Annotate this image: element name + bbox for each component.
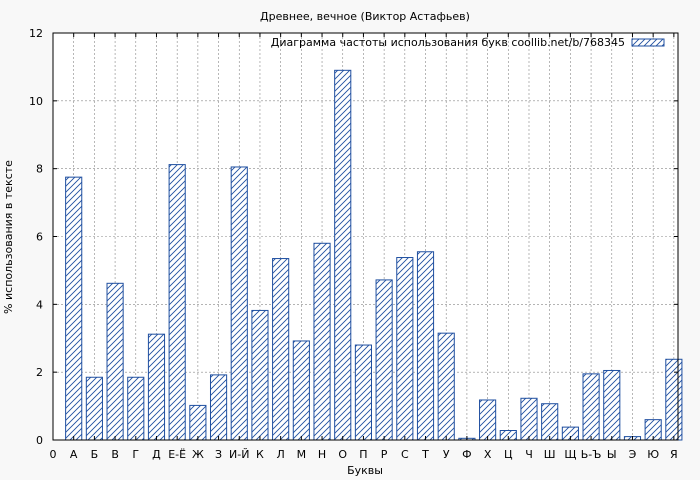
x-tick-label: К: [256, 448, 264, 461]
x-tick-label: Х: [484, 448, 492, 461]
x-tick-label: Я: [670, 448, 678, 461]
x-tick-label: Ф: [462, 448, 471, 461]
x-axis-ticks: 0 А Б В Г Д Е-Ё Ж З И-Й К Л М Н О П Р С Т У Ф Х Ц Ч Ш Щ Ь-Ъ Ы Э Ю Я: [50, 33, 678, 461]
y-tick-label: 4: [36, 298, 43, 311]
bar-Г: [127, 376, 145, 441]
x-tick-label: Щ: [564, 448, 576, 461]
x-tick-label: С: [401, 448, 409, 461]
x-tick-label: Ь-Ъ: [581, 448, 602, 461]
x-tick-label: М: [297, 448, 307, 461]
bar-Ы: [603, 369, 621, 441]
bar-Ш: [541, 403, 559, 441]
bar-К: [251, 309, 269, 441]
x-tick-label: Г: [132, 448, 139, 461]
bar-У: [437, 332, 455, 441]
x-tick-label: Л: [277, 448, 285, 461]
x-tick-label: Д: [152, 448, 161, 461]
bar-О: [334, 69, 352, 441]
x-tick-label: Ч: [525, 448, 533, 461]
bar-С: [396, 257, 414, 441]
bar-Ь-Ъ: [582, 373, 600, 441]
x-tick-label: П: [359, 448, 367, 461]
bar-П: [354, 344, 373, 441]
bar-Я: [665, 358, 683, 441]
x-tick-label: Е-Ё: [168, 448, 186, 461]
x-tick-label: Р: [381, 448, 388, 461]
bar-Т: [416, 251, 435, 441]
x-tick-label: В: [111, 448, 119, 461]
bar-И-Й: [230, 166, 248, 441]
x-tick-label: О: [338, 448, 347, 461]
legend-swatch: [631, 38, 665, 47]
bar-А: [65, 176, 83, 441]
bar-М: [292, 340, 310, 441]
x-tick-label: Б: [91, 448, 99, 461]
x-tick-label: З: [215, 448, 222, 461]
x-tick-label: Э: [629, 448, 637, 461]
y-tick-label: 2: [36, 366, 43, 379]
y-tick-label: 6: [36, 231, 43, 244]
x-tick-label: Ц: [504, 448, 513, 461]
x-tick-label: Т: [421, 448, 429, 461]
bar-Л: [272, 258, 290, 441]
x-tick-label: Н: [318, 448, 326, 461]
bar-Ж: [189, 404, 207, 441]
x-axis-label: Буквы: [347, 464, 383, 477]
x-tick-label: Ж: [192, 448, 204, 461]
x-tick-label: И-Й: [229, 448, 249, 461]
bar-Н: [313, 242, 331, 441]
x-tick-label: Ы: [607, 448, 617, 461]
bar-В: [106, 282, 124, 441]
bar-Е-Ё: [168, 164, 186, 441]
y-tick-label: 12: [29, 27, 43, 40]
x-tick-label: А: [70, 448, 78, 461]
y-axis-ticks: 0 2 4 6 8 10 12: [29, 27, 678, 447]
y-axis-label: % использования в тексте: [2, 160, 15, 314]
x-tick-label: У: [443, 448, 450, 461]
bar-Х: [479, 399, 497, 441]
y-tick-label: 8: [36, 163, 43, 176]
x-tick-label: Ю: [647, 448, 659, 461]
chart-title: Древнее, вечное (Виктор Астафьев): [260, 10, 470, 23]
bar-З: [209, 374, 228, 441]
x-tick-label: Ш: [544, 448, 556, 461]
bar-Ч: [520, 397, 538, 441]
x-tick-label: 0: [50, 448, 57, 461]
bar-Д: [147, 333, 166, 441]
y-tick-label: 10: [29, 95, 43, 108]
y-tick-label: 0: [36, 434, 43, 447]
legend-label: Диаграмма частоты использования букв coo…: [271, 36, 625, 49]
legend: Диаграмма частоты использования букв coo…: [271, 36, 665, 49]
bar-Р: [375, 279, 393, 441]
bar-Б: [85, 376, 103, 441]
